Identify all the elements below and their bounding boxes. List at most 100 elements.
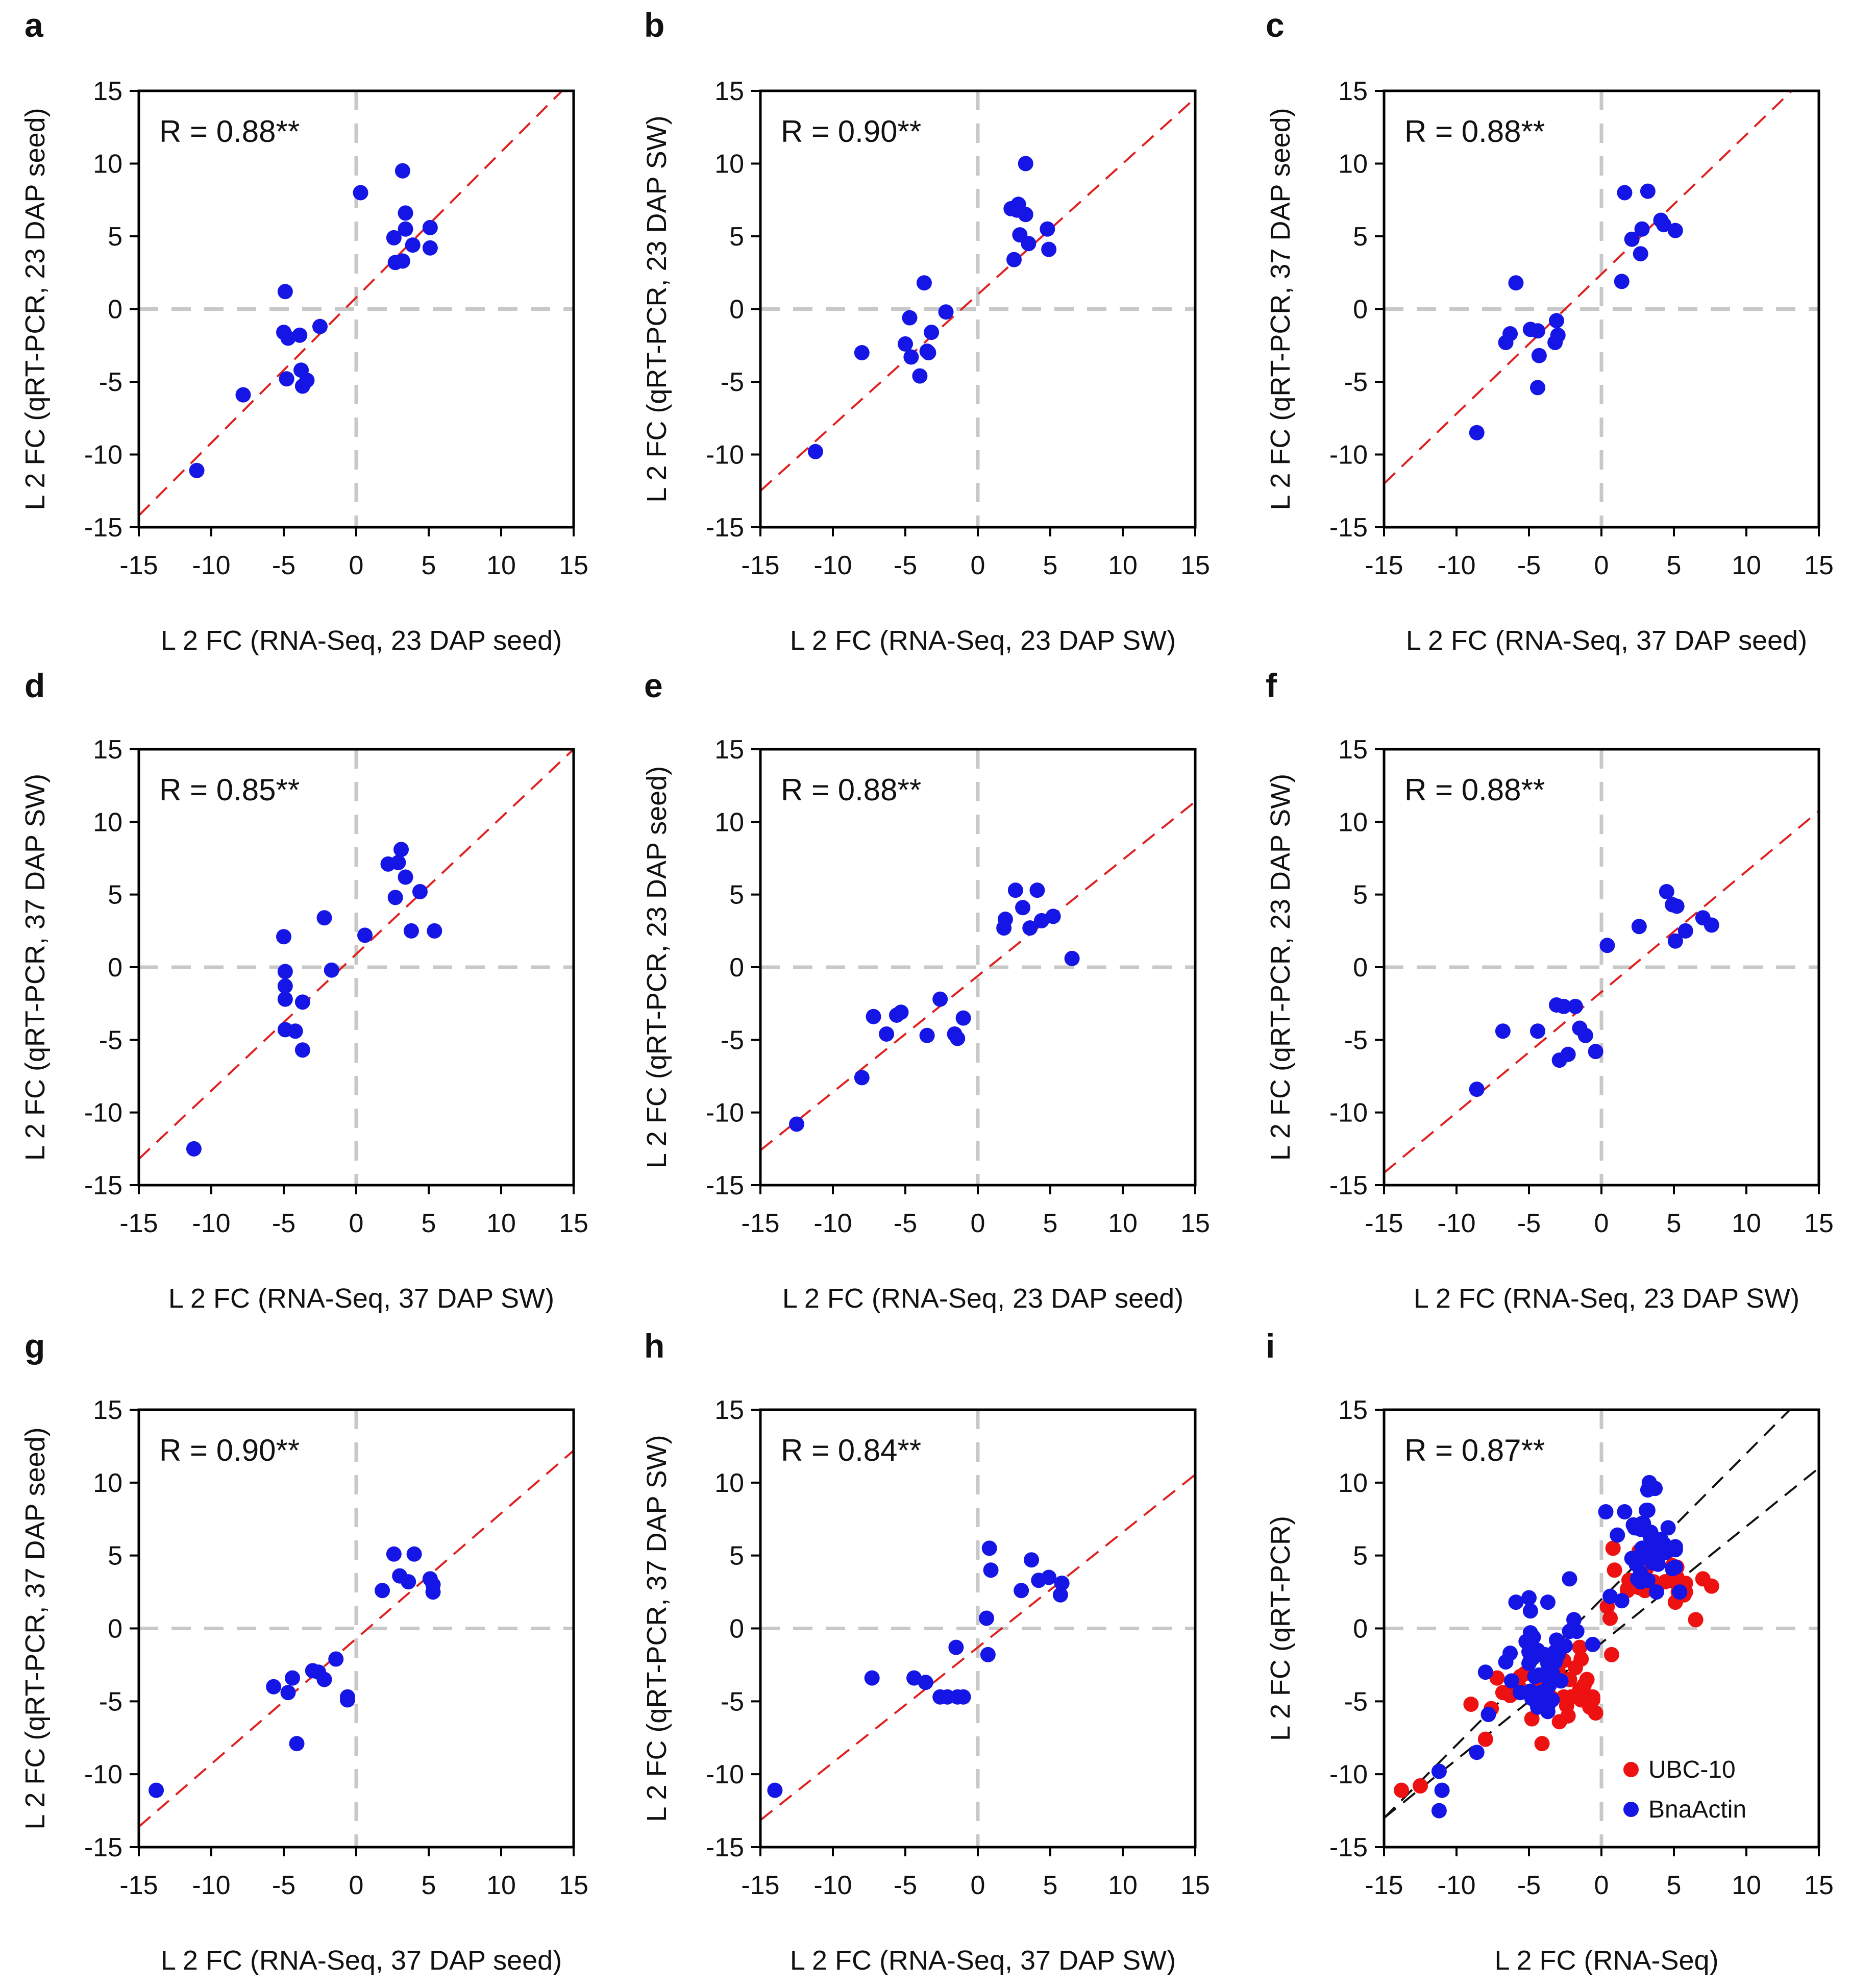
y-tick-label: -5 (99, 1687, 122, 1716)
x-tick-label: -5 (1517, 1871, 1541, 1900)
data-point (235, 387, 251, 403)
data-point (1614, 274, 1630, 289)
data-point (1477, 1731, 1493, 1747)
y-tick-label: 0 (1353, 953, 1368, 983)
data-point (1413, 1778, 1428, 1794)
x-tick-label: 5 (1667, 1871, 1682, 1900)
x-tick-label: 15 (559, 551, 588, 580)
data-point (398, 869, 413, 885)
series-points (1469, 183, 1683, 440)
y-tick-label: 10 (714, 150, 744, 179)
y-tick-label: 10 (714, 807, 744, 837)
data-point (292, 327, 308, 343)
data-point (938, 304, 954, 320)
data-point (1489, 1670, 1505, 1686)
data-point (948, 1639, 964, 1655)
y-tick-label: 5 (729, 880, 744, 910)
y-tick-label: 0 (1353, 1614, 1368, 1644)
y-tick-label: 10 (1338, 150, 1368, 179)
data-point (1502, 1646, 1518, 1661)
fit-line (139, 749, 574, 1160)
data-point (1463, 1697, 1479, 1712)
data-point (277, 978, 293, 994)
data-point (1512, 1685, 1528, 1701)
y-tick-label: -15 (84, 513, 122, 543)
data-point (1602, 1610, 1618, 1626)
data-point (1431, 1763, 1447, 1779)
y-tick-label: 10 (1338, 807, 1368, 837)
panel-letter: d (24, 667, 45, 704)
data-point (403, 923, 419, 939)
correlation-label: R = 0.84** (781, 1433, 921, 1467)
x-tick-label: 5 (1043, 1871, 1058, 1900)
panel-letter: h (644, 1327, 664, 1365)
x-tick-label: 5 (422, 551, 436, 580)
y-tick-label: -10 (1329, 1098, 1368, 1128)
data-point (980, 1647, 996, 1662)
correlation-label: R = 0.88** (1404, 773, 1545, 807)
correlation-label: R = 0.88** (1404, 114, 1545, 149)
data-point (386, 230, 402, 246)
data-point (1469, 1745, 1485, 1760)
data-point (1588, 1044, 1603, 1060)
x-tick-label: 15 (1804, 1871, 1834, 1900)
x-tick-label: -10 (813, 1871, 852, 1900)
data-point (277, 284, 293, 300)
y-tick-label: 15 (93, 735, 122, 765)
y-tick-label: -10 (84, 440, 122, 470)
y-tick-label: 5 (108, 222, 122, 252)
data-point (1656, 217, 1672, 233)
data-point (294, 994, 310, 1010)
x-tick-label: -10 (192, 551, 230, 580)
data-point (1569, 1624, 1585, 1639)
data-point (1640, 183, 1656, 199)
data-point (1548, 1632, 1564, 1648)
y-tick-label: 0 (108, 953, 122, 983)
data-point (1634, 221, 1650, 237)
data-point (981, 1540, 997, 1556)
y-tick-label: -5 (99, 1025, 122, 1055)
y-tick-label: 15 (1338, 1395, 1368, 1425)
data-point (1045, 909, 1061, 924)
data-point (1477, 1664, 1493, 1680)
fit-line (139, 91, 564, 517)
fit-line (1384, 1467, 1819, 1819)
legend-label: BnaActin (1648, 1796, 1746, 1823)
y-tick-label: 15 (714, 735, 744, 765)
data-point (287, 1023, 303, 1039)
x-tick-label: 0 (349, 1209, 364, 1238)
data-point (1643, 1530, 1659, 1546)
y-tick-label: 5 (108, 1541, 122, 1571)
data-point (1566, 1612, 1582, 1628)
data-point (854, 1070, 870, 1086)
data-point (1041, 1569, 1057, 1585)
data-point (328, 1651, 344, 1667)
data-point (1556, 998, 1572, 1014)
data-point (1508, 275, 1524, 291)
data-point (1521, 1590, 1537, 1606)
x-tick-label: 5 (422, 1871, 436, 1900)
data-point (983, 1562, 999, 1578)
data-point (1659, 883, 1674, 899)
data-point (1603, 1647, 1619, 1662)
x-tick-label: 0 (971, 551, 985, 580)
x-tick-label: -15 (119, 1871, 158, 1900)
data-point (1531, 348, 1547, 363)
data-point (412, 883, 428, 899)
correlation-label: R = 0.85** (159, 773, 300, 807)
data-point (1548, 313, 1564, 329)
data-point (1040, 221, 1055, 237)
y-tick-label: -10 (84, 1098, 122, 1128)
x-tick-label: 15 (1180, 1871, 1210, 1900)
data-point (406, 1546, 422, 1562)
x-tick-label: -10 (813, 551, 852, 580)
data-point (924, 325, 940, 340)
correlation-label: R = 0.90** (159, 1433, 300, 1467)
fit-line (139, 1450, 574, 1828)
data-point (1024, 1552, 1040, 1568)
data-point (1677, 923, 1693, 939)
x-axis-title: L 2 FC (RNA-Seq, 23 DAP SW) (1414, 1283, 1799, 1314)
x-tick-label: 0 (971, 1209, 985, 1238)
data-point (955, 1689, 971, 1705)
y-tick-label: -5 (1344, 1687, 1368, 1716)
